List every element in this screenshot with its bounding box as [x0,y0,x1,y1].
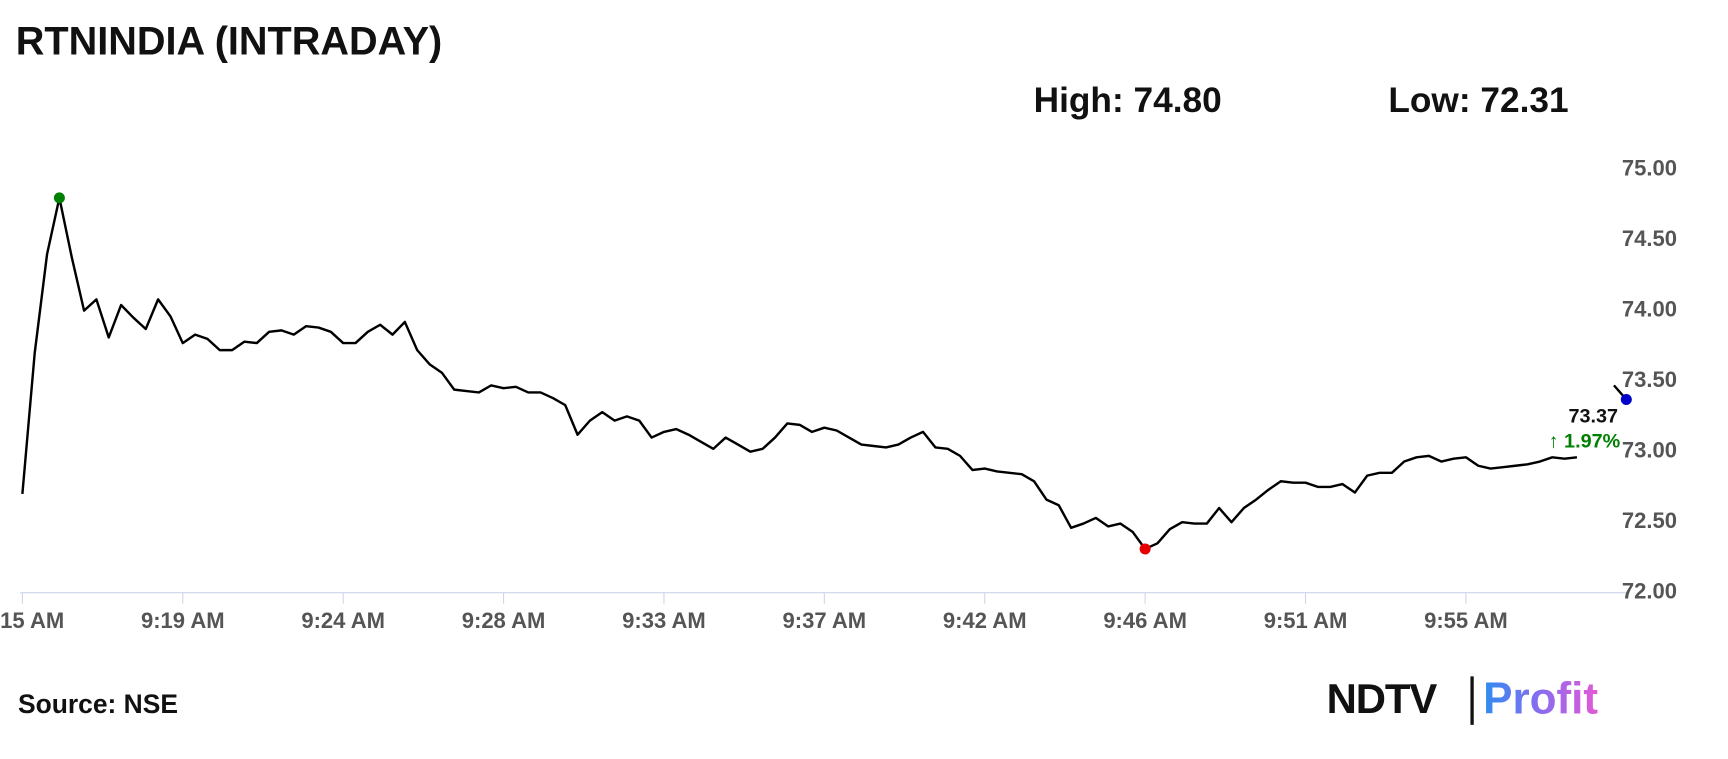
x-tick-label: 9:19 AM [141,608,225,633]
low-marker [1139,543,1151,555]
y-tick-label: 75.00 [1622,155,1677,180]
high-marker [53,192,65,204]
y-tick-label: 74.50 [1622,226,1677,251]
x-tick-label: 9:46 AM [1103,608,1187,633]
last-price-label: 73.37 [1568,405,1618,427]
logo-brand: NDTV [1327,675,1438,722]
last-marker [1620,393,1632,405]
x-tick-label: 9:28 AM [462,608,546,633]
y-tick-label: 72.00 [1622,578,1677,603]
low-label: Low: 72.31 [1388,81,1568,120]
chart-title: RTNINDIA (INTRADAY) [16,20,442,64]
x-tick-label: 9:15 AM [0,608,64,633]
logo-product: Profit [1483,674,1598,723]
y-tick-label: 73.00 [1622,437,1677,462]
price-line [21,196,1628,551]
x-tick-label: 9:33 AM [622,608,706,633]
source: Source: NSE [18,689,178,719]
x-tick-label: 9:24 AM [301,608,385,633]
high-label: High: 74.80 [1034,81,1222,120]
y-tick-label: 73.50 [1622,367,1677,392]
x-tick-label: 9:55 AM [1424,608,1508,633]
last-change-label: ↑ 1.97% [1549,431,1621,453]
x-tick-label: 9:51 AM [1264,608,1348,633]
y-tick-label: 74.00 [1622,296,1677,321]
y-tick-label: 72.50 [1622,508,1677,533]
x-tick-label: 9:42 AM [943,608,1027,633]
x-tick-label: 9:37 AM [783,608,867,633]
